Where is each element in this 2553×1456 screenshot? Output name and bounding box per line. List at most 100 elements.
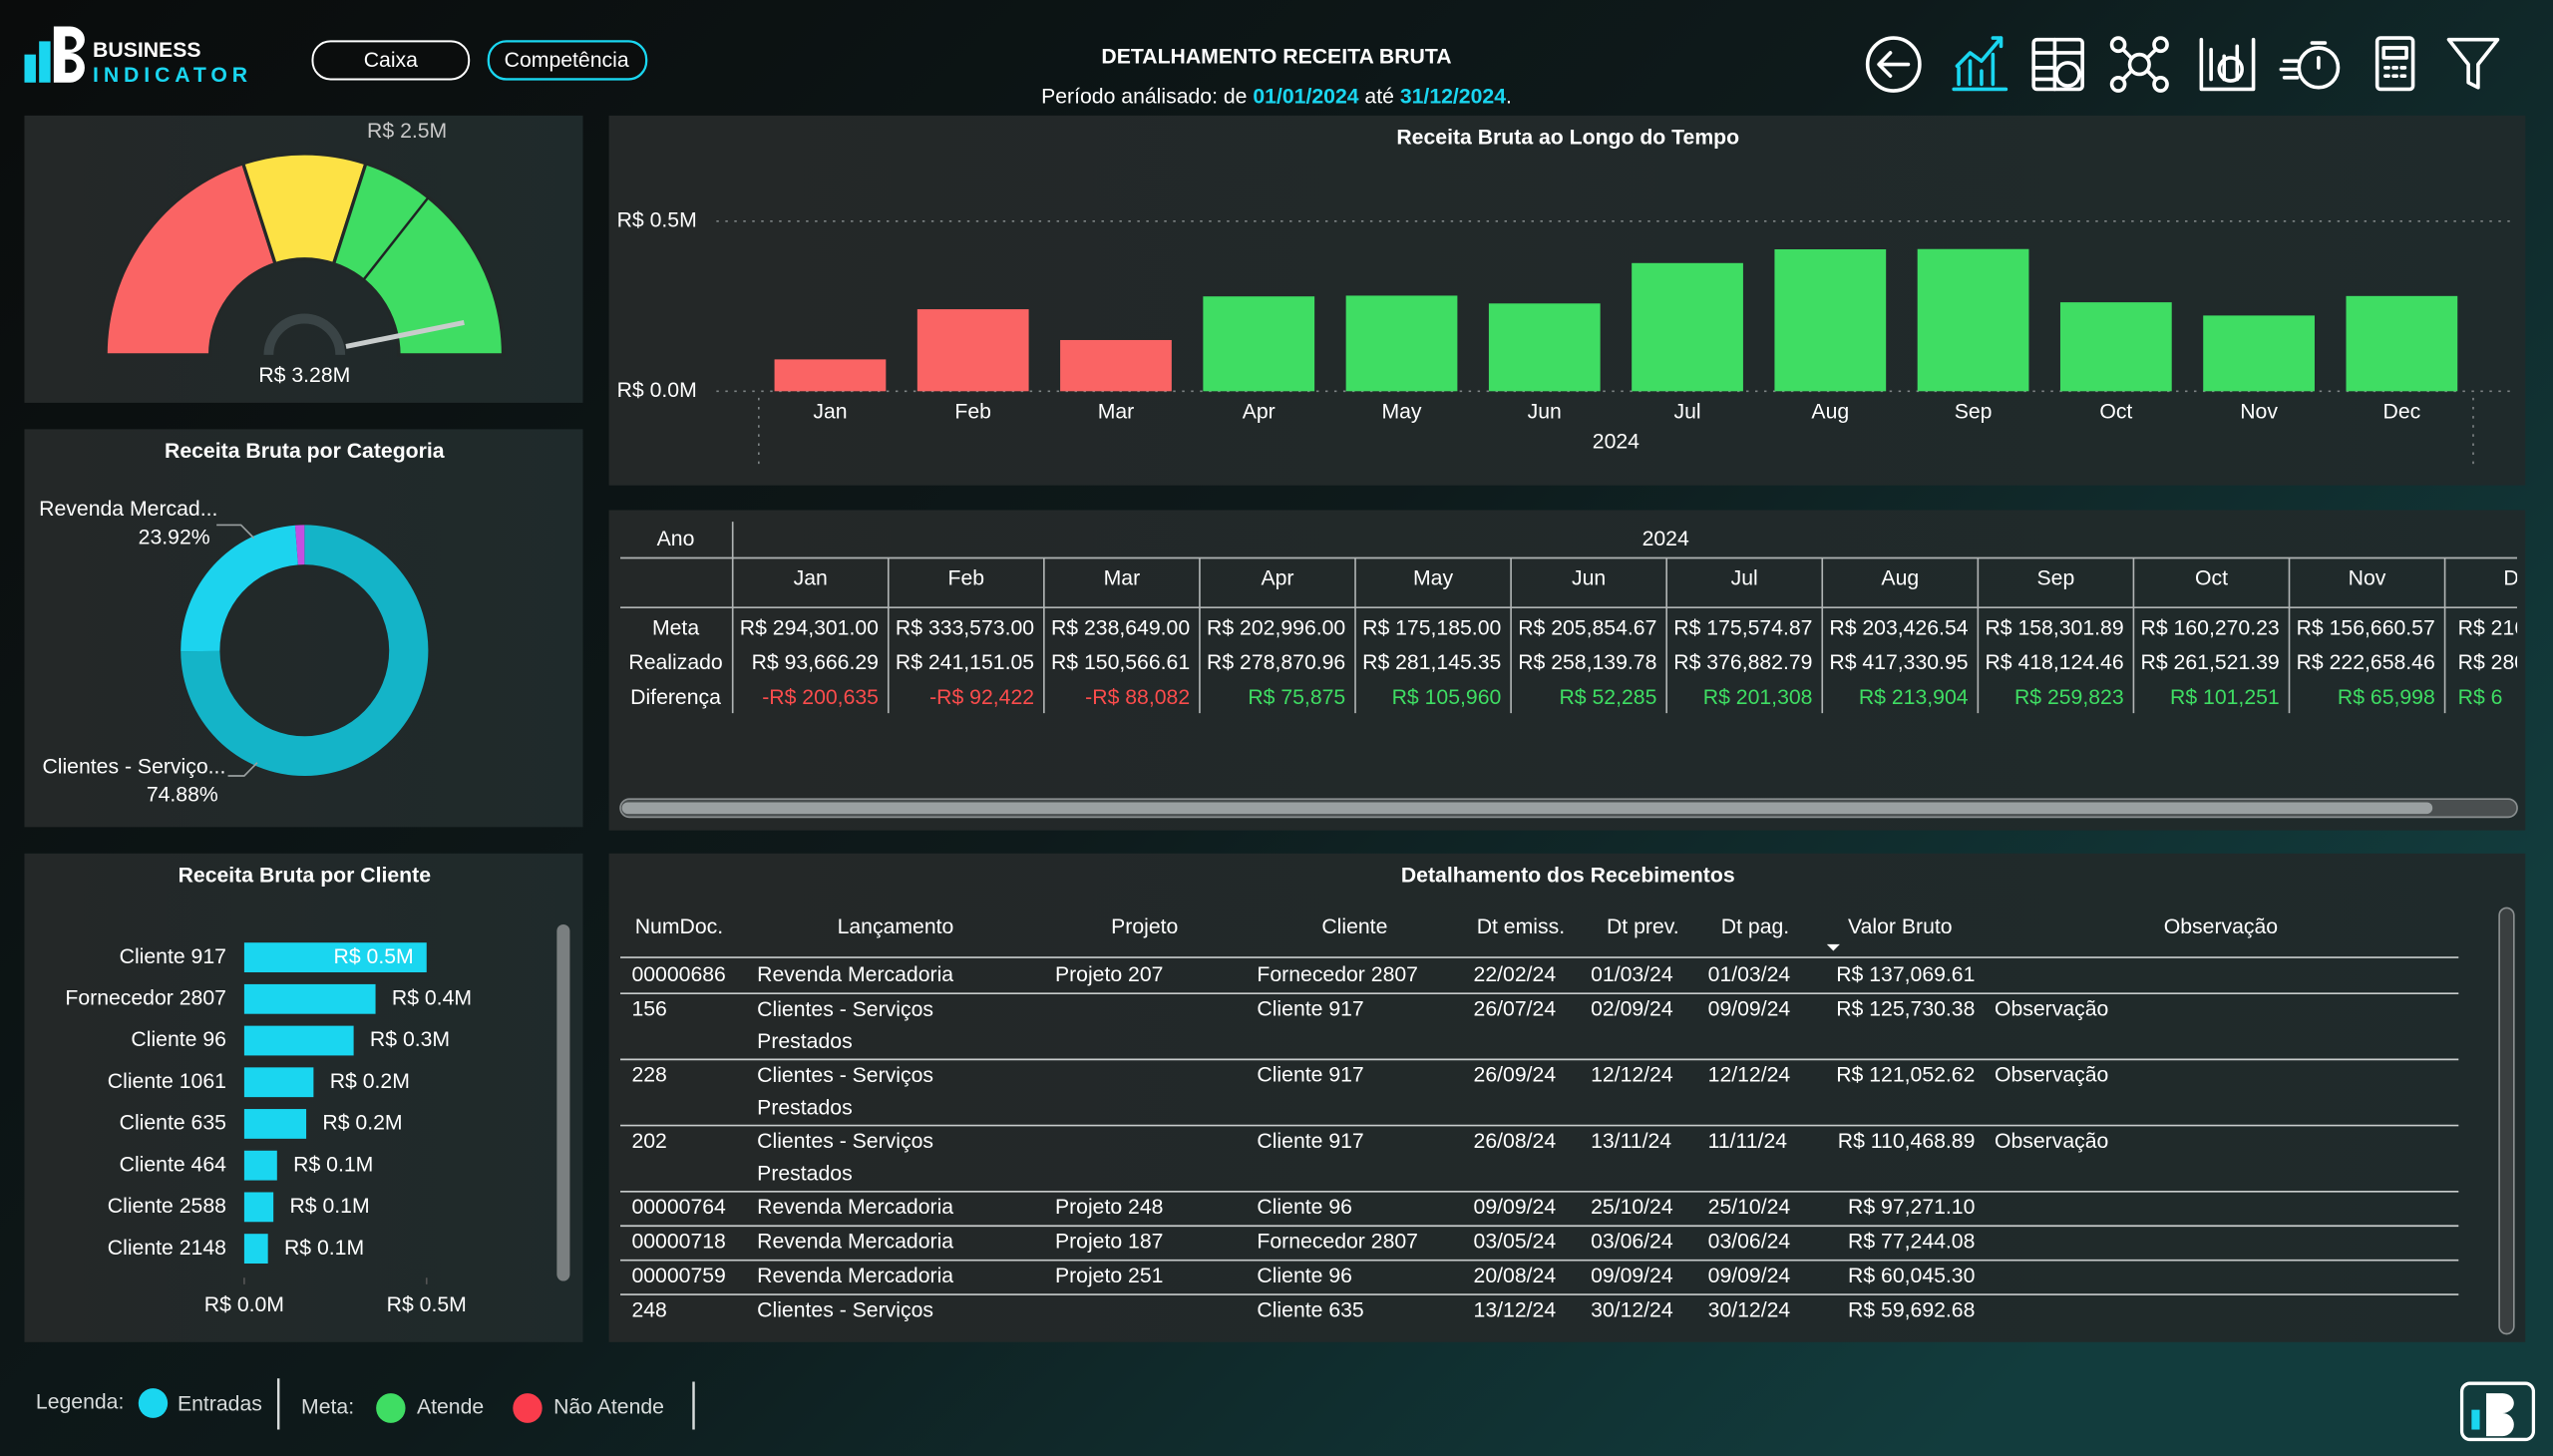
y-tick-label: Cliente 635: [120, 1110, 226, 1134]
client-scrollbar[interactable]: [556, 924, 569, 1281]
matrix-cell: R$ 222,658.46: [2297, 650, 2435, 674]
cell: 00000759: [631, 1264, 725, 1287]
page-title: DETALHAMENTO RECEITA BRUTA: [1101, 44, 1451, 68]
button-competencia[interactable]: Competência: [489, 41, 646, 79]
matrix-cell: R$ 175,185.00: [1362, 615, 1501, 639]
cell: 11/11/24: [1708, 1129, 1788, 1153]
x-tick-label: Mar: [1098, 399, 1135, 423]
cell: 03/05/24: [1474, 1229, 1557, 1253]
matrix-year: 2024: [1642, 527, 1689, 550]
matrix-cell: R$ 241,151.05: [896, 650, 1034, 674]
matrix-cell: R$ 205,854.67: [1518, 615, 1656, 639]
cell: 12/12/24: [1708, 1062, 1791, 1086]
data-label: R$ 0.1M: [293, 1152, 373, 1176]
matrix-cell: -R$ 92,422: [929, 685, 1034, 709]
bar: [2203, 315, 2315, 391]
chart-title: Receita Bruta ao Longo do Tempo: [1396, 126, 1739, 150]
button-label[interactable]: Competência: [505, 48, 629, 72]
cell: Observação: [1995, 1062, 2108, 1086]
y-tick-label: R$ 0.0M: [617, 378, 697, 402]
bar: [1918, 249, 2029, 392]
cell: 09/09/24: [1474, 1195, 1557, 1219]
cell: 09/09/24: [1708, 996, 1791, 1020]
x-tick-label: Aug: [1811, 399, 1849, 423]
bar: [244, 1026, 354, 1056]
cell: 00000718: [631, 1229, 725, 1253]
bar: [244, 1192, 273, 1222]
bar: [1774, 249, 1886, 391]
x-tick-label: Nov: [2240, 399, 2278, 423]
cell: R$ 125,730.38: [1836, 996, 1975, 1020]
chart-title: Receita Bruta por Cliente: [179, 864, 432, 888]
bar: [775, 359, 887, 391]
cell: Projeto 187: [1055, 1229, 1163, 1253]
matrix-cell: R$ 333,573.00: [896, 615, 1034, 639]
column-header: Dt pag.: [1721, 914, 1789, 938]
matrix-row-label: Diferença: [630, 685, 721, 709]
slice-label: Revenda Mercad...: [39, 497, 217, 521]
matrix-cell: R$ 258,139.78: [1518, 650, 1656, 674]
cell: Fornecedor 2807: [1257, 1229, 1418, 1253]
bar: [2346, 296, 2457, 391]
matrix-cell: R$ 216: [2458, 615, 2526, 639]
chart-title: Receita Bruta por Categoria: [165, 439, 446, 463]
y-tick-label: Cliente 2588: [108, 1194, 226, 1218]
period-start: 01/01/2024: [1253, 84, 1358, 108]
x-tick-label: Oct: [2099, 399, 2132, 423]
matrix-cell: R$ 175,574.87: [1673, 615, 1812, 639]
cell: R$ 137,069.61: [1836, 962, 1975, 986]
cell: Cliente 96: [1257, 1264, 1352, 1287]
table-scrollbar[interactable]: [2499, 908, 2514, 1333]
legend-item: Não Atende: [553, 1395, 664, 1419]
data-label: R$ 0.5M: [334, 944, 414, 968]
cell: 25/10/24: [1708, 1195, 1791, 1219]
x-tick-label: Jun: [1528, 399, 1562, 423]
matrix-column: Nov: [2349, 566, 2386, 590]
cell: Cliente 635: [1257, 1297, 1363, 1321]
matrix-cell: R$ 259,823: [2014, 685, 2124, 709]
client-panel: [24, 854, 582, 1342]
matrix-column: Mar: [1104, 566, 1141, 590]
cell: Revenda Mercadoria: [757, 1264, 953, 1287]
cell: 26/08/24: [1474, 1129, 1557, 1153]
matrix-scroll-thumb[interactable]: [622, 802, 2433, 814]
cell: 00000686: [631, 962, 725, 986]
data-label: R$ 0.1M: [284, 1236, 364, 1260]
cell: 30/12/24: [1591, 1297, 1673, 1321]
cell: Projeto 251: [1055, 1264, 1163, 1287]
matrix-column: Feb: [948, 566, 985, 590]
matrix-row-label: Meta: [652, 615, 699, 639]
button-label[interactable]: Caixa: [364, 48, 418, 72]
x-tick-label: May: [1381, 399, 1421, 423]
cell: 26/09/24: [1474, 1062, 1557, 1086]
matrix-cell: -R$ 88,082: [1085, 685, 1190, 709]
bar: [244, 1234, 268, 1264]
y-tick-label: Cliente 1061: [108, 1069, 226, 1093]
cell: R$ 59,692.68: [1848, 1297, 1975, 1321]
column-header: Cliente: [1321, 914, 1387, 938]
matrix-cell: -R$ 200,635: [762, 685, 879, 709]
cell: 13/11/24: [1591, 1129, 1671, 1153]
cell: 03/06/24: [1591, 1229, 1673, 1253]
matrix-cell: R$ 281,145.35: [1362, 650, 1501, 674]
y-tick-label: Cliente 96: [131, 1027, 226, 1051]
bar: [244, 1109, 306, 1139]
bar: [244, 1151, 277, 1181]
cell: 13/12/24: [1474, 1297, 1557, 1321]
button-caixa[interactable]: Caixa: [312, 41, 469, 79]
matrix-cell: R$ 203,426.54: [1829, 615, 1968, 639]
matrix-cell: R$ 417,330.95: [1829, 650, 1968, 674]
slice-label: Clientes - Serviço...: [42, 754, 225, 778]
period-end: 31/12/2024: [1400, 84, 1506, 108]
matrix-cell: R$ 160,270.23: [2141, 615, 2280, 639]
x-tick-label: Jul: [1673, 399, 1700, 423]
slice-value: 23.92%: [139, 525, 210, 548]
y-tick-label: Cliente 464: [120, 1152, 226, 1176]
matrix-cell: R$ 201,308: [1703, 685, 1813, 709]
cell: R$ 77,244.08: [1848, 1229, 1975, 1253]
data-label: R$ 0.4M: [392, 985, 472, 1009]
data-label: R$ 0.2M: [322, 1110, 402, 1134]
legend-item: Atende: [417, 1395, 484, 1419]
